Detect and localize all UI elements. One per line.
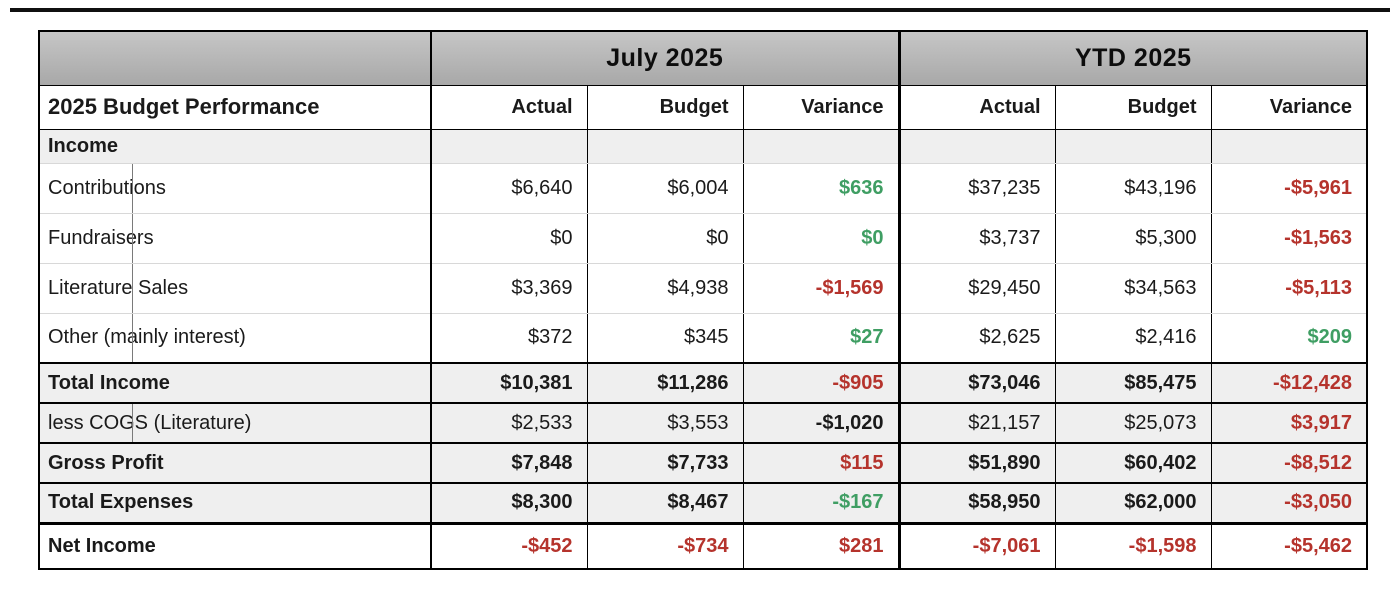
row-literature-sales: Literature Sales $3,369 $4,938 -$1,569 $… <box>39 263 1368 314</box>
value-cell: $62,000 <box>1054 483 1212 524</box>
table-title: 2025 Budget Performance <box>39 85 431 130</box>
value-cell: $6,640 <box>430 163 587 214</box>
value-cell: $58,950 <box>897 483 1056 524</box>
value-cell: $2,416 <box>1054 313 1212 364</box>
row-label: Fundraisers <box>39 213 431 264</box>
value-cell: $60,402 <box>1054 443 1212 484</box>
group-header-ytd: YTD 2025 <box>897 31 1368 86</box>
row-less-cogs: less COGS (Literature) $2,533 $3,553 -$1… <box>39 403 1368 444</box>
row-label: Other (mainly interest) <box>39 313 431 364</box>
row-label: Total Expenses <box>39 483 431 524</box>
value-cell <box>586 129 743 164</box>
value-cell <box>742 129 900 164</box>
row-label: less COGS (Literature) <box>39 403 431 444</box>
value-cell: $73,046 <box>897 363 1056 404</box>
value-cell: -$7,061 <box>897 521 1056 569</box>
value-cell: $372 <box>430 313 587 364</box>
value-cell: $25,073 <box>1054 403 1212 444</box>
value-cell: $345 <box>586 313 743 364</box>
value-cell: $51,890 <box>897 443 1056 484</box>
value-cell: -$3,050 <box>1210 483 1368 524</box>
value-cell: $21,157 <box>897 403 1056 444</box>
row-other-interest: Other (mainly interest) $372 $345 $27 $2… <box>39 313 1368 364</box>
row-fundraisers: Fundraisers $0 $0 $0 $3,737 $5,300 -$1,5… <box>39 213 1368 264</box>
value-cell: $43,196 <box>1054 163 1212 214</box>
value-cell: $29,450 <box>897 263 1056 314</box>
value-cell: $85,475 <box>1054 363 1212 404</box>
value-cell <box>1054 129 1212 164</box>
value-cell: $3,737 <box>897 213 1056 264</box>
value-cell: $115 <box>742 443 900 484</box>
row-gross-profit: Gross Profit $7,848 $7,733 $115 $51,890 … <box>39 443 1368 484</box>
column-header-ytd-budget: Budget <box>1054 85 1212 130</box>
value-cell: $34,563 <box>1054 263 1212 314</box>
value-cell: -$1,569 <box>742 263 900 314</box>
row-label: Income <box>39 129 431 164</box>
value-cell <box>1210 129 1368 164</box>
value-cell: $2,625 <box>897 313 1056 364</box>
value-cell: $0 <box>430 213 587 264</box>
value-cell: $7,733 <box>586 443 743 484</box>
value-cell: -$1,020 <box>742 403 900 444</box>
value-cell: $10,381 <box>430 363 587 404</box>
value-cell: $11,286 <box>586 363 743 404</box>
value-cell: $2,533 <box>430 403 587 444</box>
column-header-ytd-actual: Actual <box>897 85 1056 130</box>
value-cell <box>897 129 1056 164</box>
value-cell: $27 <box>742 313 900 364</box>
value-cell: $209 <box>1210 313 1368 364</box>
value-cell: -$5,961 <box>1210 163 1368 214</box>
row-total-income: Total Income $10,381 $11,286 -$905 $73,0… <box>39 363 1368 404</box>
value-cell: $636 <box>742 163 900 214</box>
value-cell: -$12,428 <box>1210 363 1368 404</box>
value-cell: -$5,113 <box>1210 263 1368 314</box>
group-header-row: July 2025 YTD 2025 <box>39 31 1368 86</box>
row-income: Income <box>39 129 1368 164</box>
value-cell: $37,235 <box>897 163 1056 214</box>
value-cell: $0 <box>742 213 900 264</box>
value-cell: $7,848 <box>430 443 587 484</box>
value-cell: $3,917 <box>1210 403 1368 444</box>
value-cell <box>430 129 587 164</box>
value-cell: -$8,512 <box>1210 443 1368 484</box>
value-cell: -$452 <box>430 521 587 569</box>
column-header-july-variance: Variance <box>742 85 900 130</box>
value-cell: $8,467 <box>586 483 743 524</box>
value-cell: -$167 <box>742 483 900 524</box>
value-cell: $5,300 <box>1054 213 1212 264</box>
value-cell: $0 <box>586 213 743 264</box>
value-cell: $3,553 <box>586 403 743 444</box>
value-cell: -$5,462 <box>1210 521 1368 569</box>
value-cell: $3,369 <box>430 263 587 314</box>
value-cell: -$1,598 <box>1054 521 1212 569</box>
column-header-ytd-variance: Variance <box>1210 85 1368 130</box>
group-header-july: July 2025 <box>429 31 900 86</box>
value-cell: -$734 <box>586 521 743 569</box>
row-label: Contributions <box>39 163 431 214</box>
value-cell: $6,004 <box>586 163 743 214</box>
row-contributions: Contributions $6,640 $6,004 $636 $37,235… <box>39 163 1368 214</box>
value-cell: -$905 <box>742 363 900 404</box>
top-rule <box>10 8 1390 12</box>
row-label: Gross Profit <box>39 443 431 484</box>
column-header-row: 2025 Budget Performance Actual Budget Va… <box>39 85 1368 130</box>
value-cell: $4,938 <box>586 263 743 314</box>
value-cell: $281 <box>742 521 900 569</box>
value-cell: $8,300 <box>430 483 587 524</box>
row-label: Net Income <box>39 521 431 569</box>
row-label: Literature Sales <box>39 263 431 314</box>
budget-performance-table: July 2025 YTD 2025 2025 Budget Performan… <box>38 30 1369 570</box>
column-header-july-actual: Actual <box>430 85 587 130</box>
row-net-income: Net Income -$452 -$734 $281 -$7,061 -$1,… <box>39 521 1368 569</box>
column-header-july-budget: Budget <box>586 85 743 130</box>
row-label: Total Income <box>39 363 431 404</box>
value-cell: -$1,563 <box>1210 213 1368 264</box>
corner-cell <box>39 31 431 86</box>
row-total-expenses: Total Expenses $8,300 $8,467 -$167 $58,9… <box>39 483 1368 524</box>
